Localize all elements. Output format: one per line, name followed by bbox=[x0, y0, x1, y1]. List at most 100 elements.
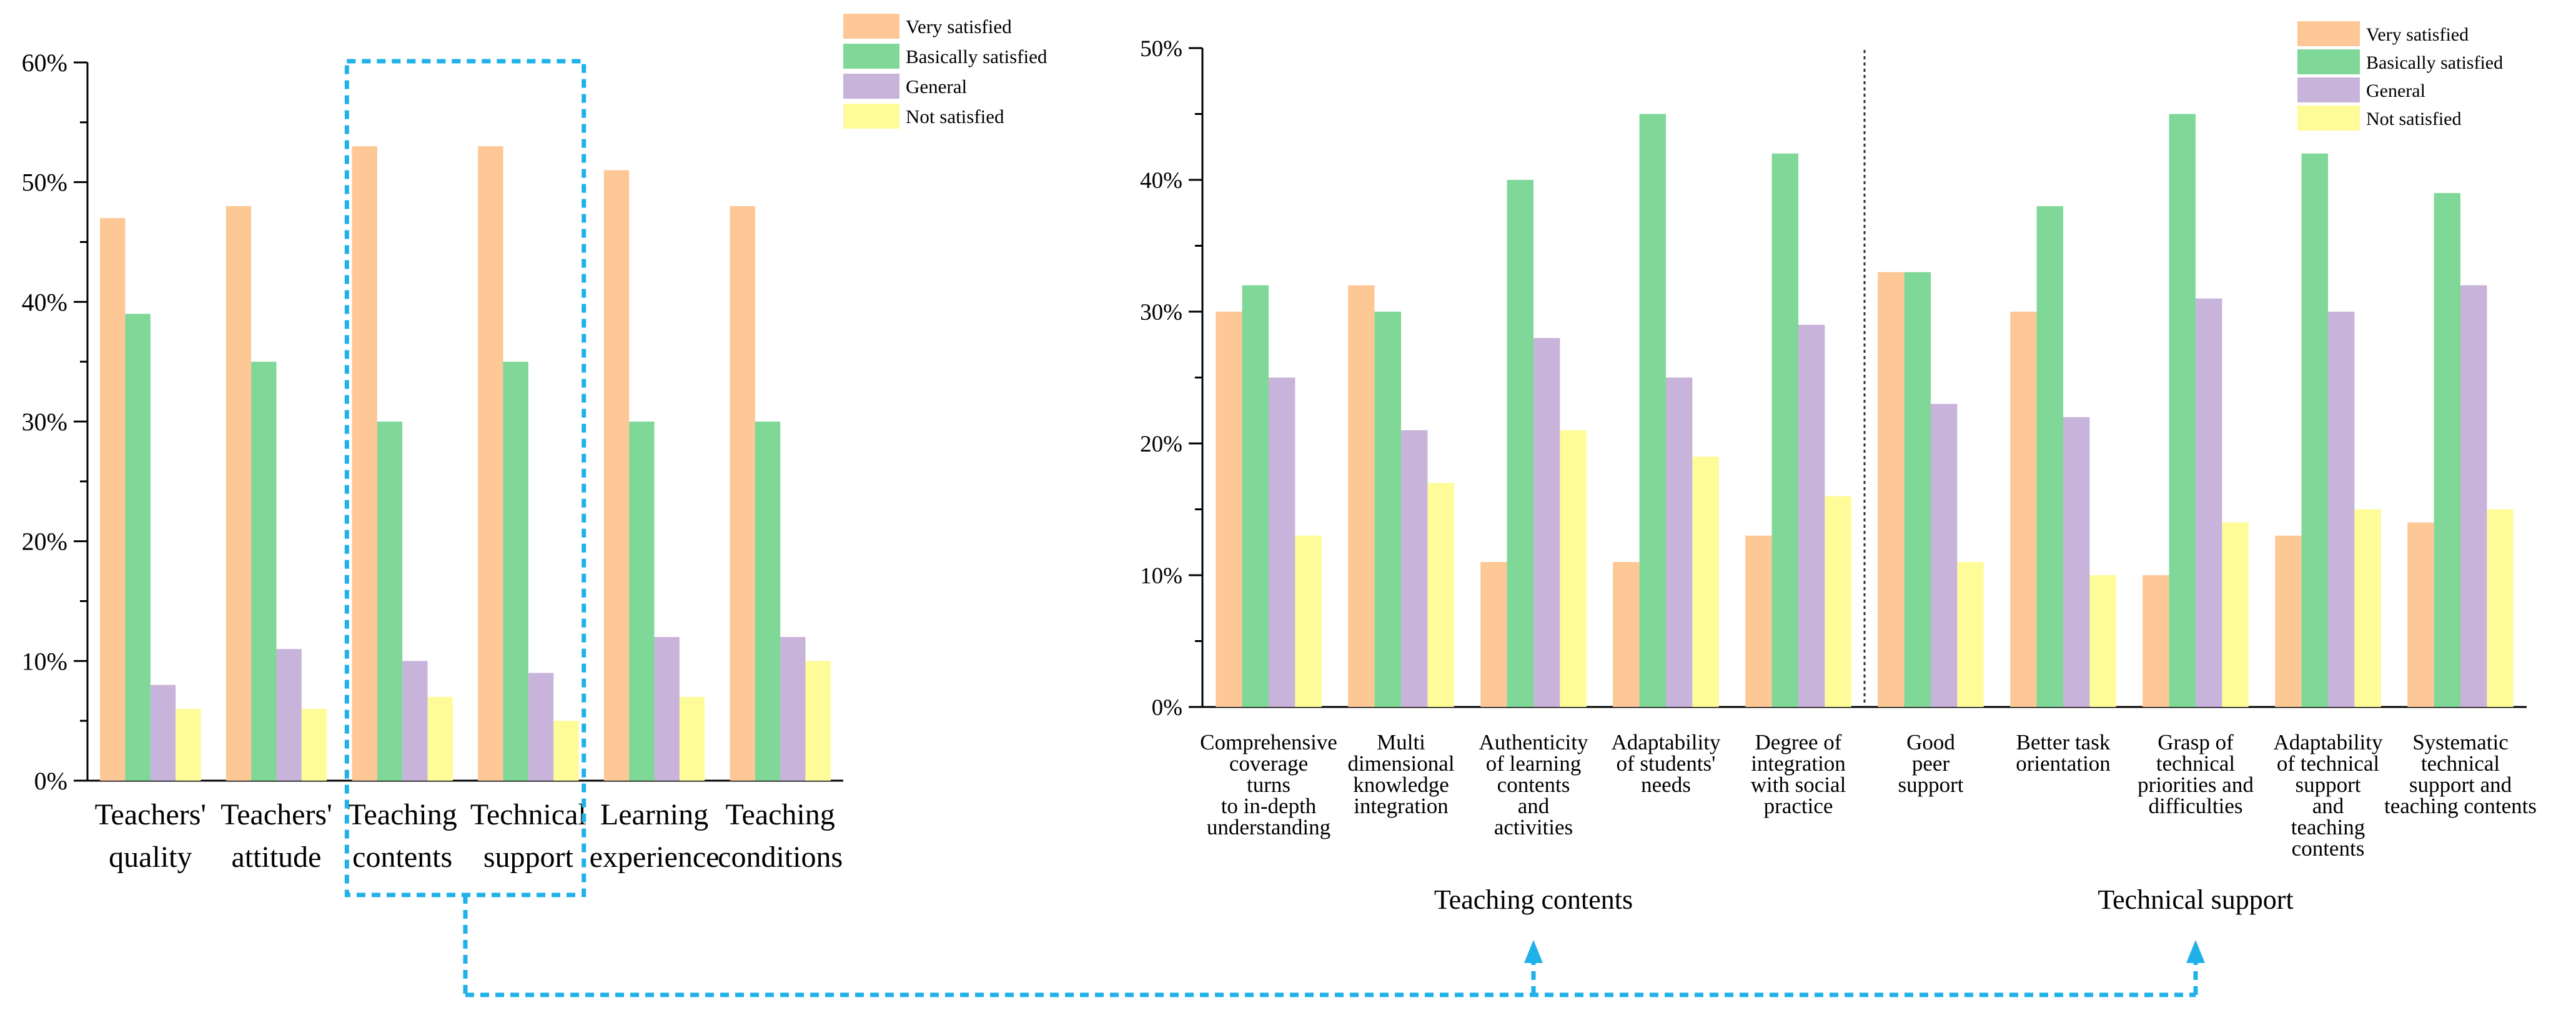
bar-basically-satisfied-teaching-contents bbox=[377, 422, 403, 781]
bar-not-satisfied-teaching-conditions bbox=[805, 661, 831, 781]
bar-not-satisfied-learning-experience bbox=[679, 696, 705, 781]
bar-basically-satisfied-multi-dimensional-knowledge-integration bbox=[1374, 312, 1401, 707]
bar-very-satisfied-teachers-quality bbox=[100, 218, 126, 781]
bar-very-satisfied-degree-of-integration-with-social-practice bbox=[1745, 535, 1772, 707]
legend-swatch-very-satisfied bbox=[2297, 21, 2360, 46]
overall-satisfaction-chart: 0%10%20%30%40%50%60%Teachers' qualityTeac… bbox=[22, 14, 1048, 874]
group-label-technical-support: Technical support bbox=[2098, 884, 2293, 915]
legend-label-general: General bbox=[906, 76, 967, 97]
legend-label-very-satisfied: Very satisfied bbox=[906, 16, 1012, 37]
legend-swatch-basically-satisfied bbox=[843, 44, 899, 69]
bar-very-satisfied-adaptability-of-students-needs bbox=[1613, 561, 1640, 707]
bar-not-satisfied-better-task-orientation bbox=[2089, 575, 2116, 707]
y-tick-label: 40% bbox=[22, 288, 67, 316]
bar-basically-satisfied-teachers-quality bbox=[125, 314, 151, 781]
bar-not-satisfied-teachers-attitude bbox=[301, 709, 327, 781]
bar-very-satisfied-authenticity-of-learning-contents-and-activities bbox=[1480, 561, 1507, 707]
bar-general-adaptability-of-technical-support-and-teaching-contents bbox=[2328, 312, 2355, 707]
bar-very-satisfied-comprehensive-coverage-turns-to-in-depth-understanding bbox=[1216, 312, 1242, 707]
bar-not-satisfied-systematic-technical-support-and-teaching-contents bbox=[2487, 509, 2514, 707]
bar-not-satisfied-comprehensive-coverage-turns-to-in-depth-understanding bbox=[1295, 535, 1322, 707]
x-category-label: Adaptability of students' needs bbox=[1612, 730, 1721, 797]
legend-label-basically-satisfied: Basically satisfied bbox=[906, 46, 1048, 67]
bar-not-satisfied-multi-dimensional-knowledge-integration bbox=[1427, 483, 1454, 707]
x-category-label: Multi dimensional knowledge integration bbox=[1347, 730, 1454, 818]
bar-not-satisfied-authenticity-of-learning-contents-and-activities bbox=[1560, 430, 1587, 707]
legend-swatch-general bbox=[843, 74, 899, 99]
bar-not-satisfied-teachers-quality bbox=[176, 709, 201, 781]
bar-basically-satisfied-comprehensive-coverage-turns-to-in-depth-understanding bbox=[1242, 285, 1269, 707]
y-tick-label: 30% bbox=[1140, 300, 1182, 325]
x-category-label: Degree of integration with social practice bbox=[1751, 730, 1846, 818]
bar-very-satisfied-learning-experience bbox=[603, 170, 630, 781]
x-category-label: Teaching conditions bbox=[718, 798, 843, 874]
bar-not-satisfied-good-peer-support bbox=[1957, 561, 1984, 707]
bar-basically-satisfied-adaptability-of-technical-support-and-teaching-contents bbox=[2301, 153, 2328, 708]
bar-general-teachers-attitude bbox=[276, 649, 302, 781]
bar-basically-satisfied-systematic-technical-support-and-teaching-contents bbox=[2434, 193, 2460, 708]
x-category-label: Adaptability of technical support and teachi… bbox=[2274, 730, 2383, 861]
bar-very-satisfied-better-task-orientation bbox=[2010, 312, 2037, 707]
bar-general-teaching-contents bbox=[402, 661, 428, 781]
bar-general-technical-support bbox=[528, 673, 554, 781]
legend-label-not-satisfied: Not satisfied bbox=[2366, 109, 2461, 129]
x-category-label: Systematic technical support and teaching c… bbox=[2384, 730, 2537, 818]
x-category-label: Comprehensive coverage turns to in-depth und… bbox=[1200, 730, 1337, 839]
highlight-connector bbox=[344, 59, 2205, 997]
bar-not-satisfied-adaptability-of-technical-support-and-teaching-contents bbox=[2354, 509, 2381, 707]
x-category-label: Grasp of technical priorities and difficult… bbox=[2138, 730, 2254, 818]
legend-label-basically-satisfied: Basically satisfied bbox=[2366, 52, 2503, 73]
bar-general-grasp-of-technical-priorities-and-difficulties bbox=[2196, 298, 2222, 707]
bar-very-satisfied-teaching-conditions bbox=[730, 206, 755, 781]
x-category-label: Learning experience bbox=[590, 798, 720, 874]
bar-general-teaching-conditions bbox=[780, 637, 806, 781]
arrow-head-icon bbox=[1524, 940, 1543, 963]
bar-very-satisfied-multi-dimensional-knowledge-integration bbox=[1348, 285, 1375, 707]
arrow-head-icon bbox=[2186, 940, 2205, 963]
legend-label-general: General bbox=[2366, 81, 2425, 101]
bar-very-satisfied-grasp-of-technical-priorities-and-difficulties bbox=[2143, 575, 2169, 707]
bar-very-satisfied-good-peer-support bbox=[1878, 272, 1905, 707]
y-tick-label: 30% bbox=[22, 408, 67, 436]
bar-general-multi-dimensional-knowledge-integration bbox=[1401, 430, 1428, 707]
bar-general-degree-of-integration-with-social-practice bbox=[1798, 325, 1825, 707]
bar-general-systematic-technical-support-and-teaching-contents bbox=[2460, 285, 2487, 707]
bar-basically-satisfied-teaching-conditions bbox=[755, 422, 781, 781]
bar-very-satisfied-systematic-technical-support-and-teaching-contents bbox=[2407, 522, 2434, 707]
y-tick-label: 0% bbox=[1152, 695, 1182, 721]
y-tick-label: 50% bbox=[22, 169, 67, 197]
group-label-teaching-contents: Teaching contents bbox=[1434, 884, 1633, 915]
detailed-satisfaction-chart: 0% 10% 20% 30% 40% 50% Comprehensive coverage tu… bbox=[1140, 21, 2537, 915]
bar-very-satisfied-teachers-attitude bbox=[225, 206, 252, 781]
bar-basically-satisfied-better-task-orientation bbox=[2036, 206, 2063, 707]
bar-not-satisfied-technical-support bbox=[553, 721, 579, 781]
bar-not-satisfied-degree-of-integration-with-social-practice bbox=[1825, 496, 1851, 707]
y-tick-label: 20% bbox=[1140, 432, 1182, 457]
y-tick-label: 20% bbox=[22, 528, 67, 556]
legend-swatch-general bbox=[2297, 77, 2360, 102]
bar-basically-satisfied-learning-experience bbox=[629, 422, 655, 781]
bar-basically-satisfied-grasp-of-technical-priorities-and-difficulties bbox=[2169, 114, 2196, 707]
bar-very-satisfied-adaptability-of-technical-support-and-teaching-contents bbox=[2275, 535, 2302, 707]
bar-general-teachers-quality bbox=[150, 684, 176, 781]
bar-general-adaptability-of-students-needs bbox=[1666, 377, 1693, 707]
bar-not-satisfied-grasp-of-technical-priorities-and-difficulties bbox=[2222, 522, 2249, 707]
x-category-label: Good peer support bbox=[1898, 730, 1964, 797]
bar-basically-satisfied-authenticity-of-learning-contents-and-activities bbox=[1507, 180, 1533, 707]
bar-general-good-peer-support bbox=[1931, 403, 1958, 707]
x-category-label: Better task orientation bbox=[2016, 730, 2111, 776]
bar-basically-satisfied-adaptability-of-students-needs bbox=[1639, 114, 1666, 707]
x-category-label: Teachers' attitude bbox=[220, 798, 332, 874]
bar-basically-satisfied-good-peer-support bbox=[1904, 272, 1931, 707]
legend-swatch-very-satisfied bbox=[843, 14, 899, 39]
legend-label-very-satisfied: Very satisfied bbox=[2366, 24, 2469, 45]
bar-general-comprehensive-coverage-turns-to-in-depth-understanding bbox=[1269, 377, 1295, 707]
y-tick-label: 10% bbox=[22, 647, 67, 675]
legend-label-not-satisfied: Not satisfied bbox=[906, 106, 1004, 127]
bar-not-satisfied-adaptability-of-students-needs bbox=[1692, 457, 1719, 707]
x-category-label: Teaching contents bbox=[348, 798, 457, 874]
bar-basically-satisfied-technical-support bbox=[503, 362, 528, 781]
x-category-label: Technical support bbox=[470, 798, 587, 874]
bar-very-satisfied-teaching-contents bbox=[352, 146, 377, 781]
